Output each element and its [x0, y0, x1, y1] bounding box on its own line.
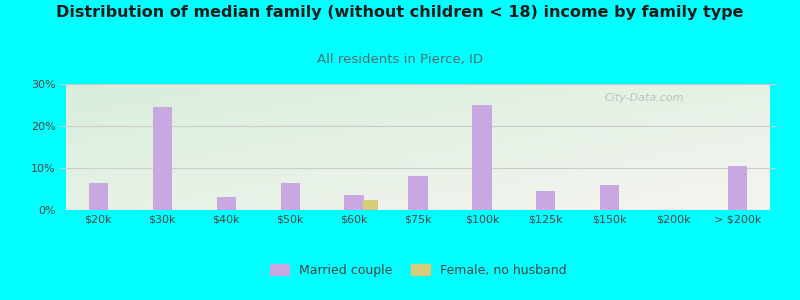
Bar [728, 166, 747, 210]
Text: City-Data.com: City-Data.com [604, 93, 684, 103]
Bar [536, 191, 555, 210]
Bar [89, 183, 108, 210]
Bar [281, 183, 300, 210]
Bar [345, 195, 364, 210]
Legend: Married couple, Female, no husband: Married couple, Female, no husband [270, 264, 566, 277]
Bar [153, 107, 172, 210]
Bar [362, 200, 378, 210]
Bar [409, 176, 427, 210]
Bar [472, 105, 491, 210]
Bar [217, 197, 236, 210]
Text: Distribution of median family (without children < 18) income by family type: Distribution of median family (without c… [56, 4, 744, 20]
Bar [600, 185, 619, 210]
Text: All residents in Pierce, ID: All residents in Pierce, ID [317, 52, 483, 65]
